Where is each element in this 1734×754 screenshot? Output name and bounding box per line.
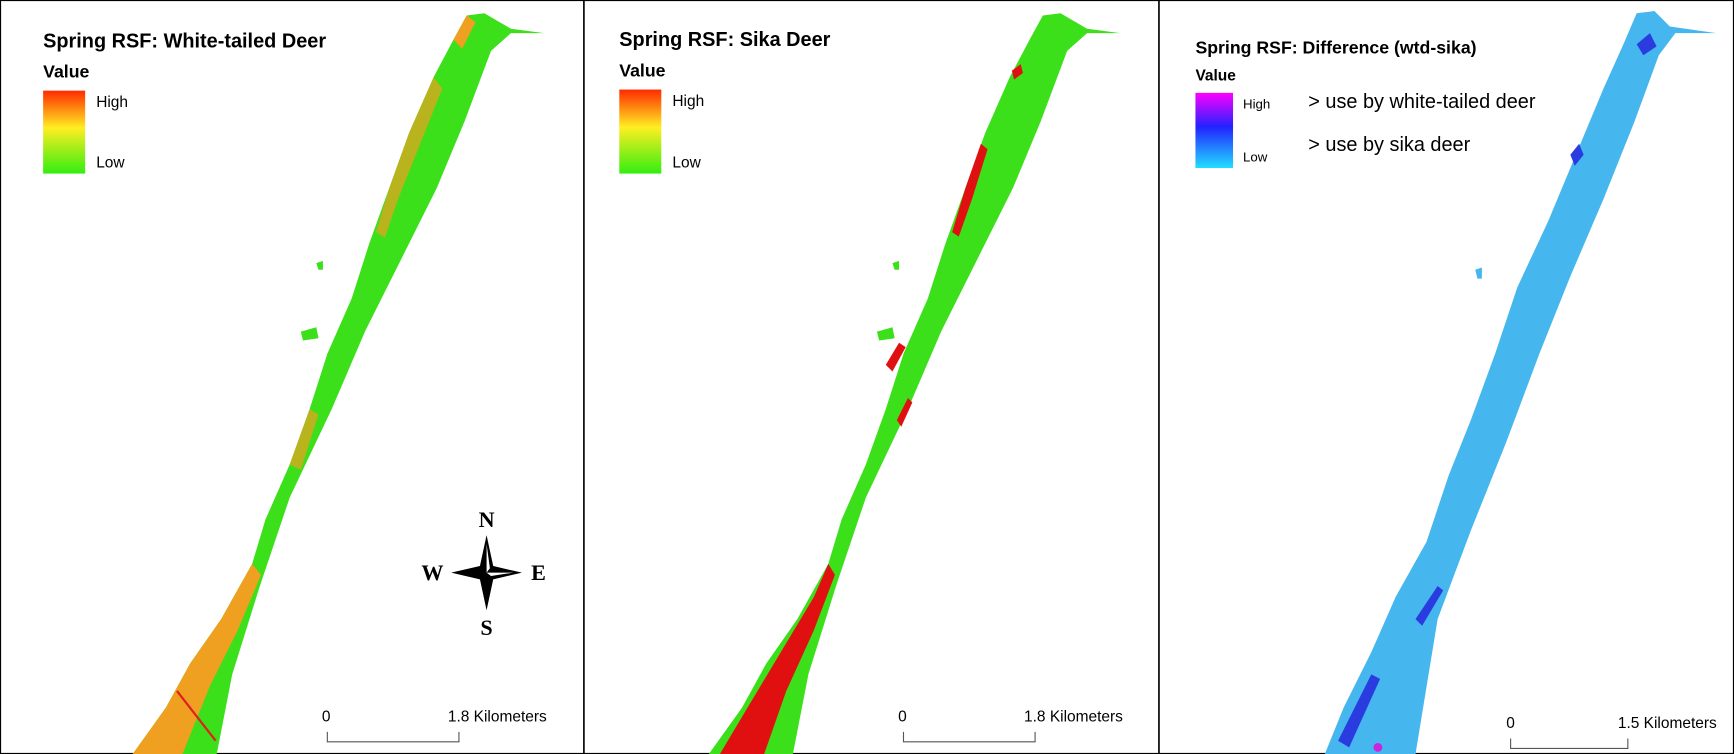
legend-note: > use by white-tailed deer xyxy=(1308,91,1536,113)
legend-title: Value xyxy=(43,62,89,82)
legend-ramp xyxy=(619,90,661,174)
scale-end: 1.8 Kilometers xyxy=(448,709,547,726)
legend-low: Low xyxy=(96,155,125,172)
legend-title: Value xyxy=(619,61,665,81)
panel-title: Spring RSF: Difference (wtd-sika) xyxy=(1195,37,1476,57)
panel-title: Spring RSF: White-tailed Deer xyxy=(43,30,326,52)
scale-start: 0 xyxy=(1506,715,1515,732)
frame xyxy=(1,1,1734,754)
legend-ramp xyxy=(43,91,85,174)
hotspot xyxy=(1373,743,1382,752)
map-figure: Spring RSF: White-tailed Deer Value High… xyxy=(0,0,1734,754)
scale-start: 0 xyxy=(898,709,907,726)
legend-low: Low xyxy=(672,155,701,172)
legend-note: > use by sika deer xyxy=(1308,134,1470,156)
panel-title: Spring RSF: Sika Deer xyxy=(619,29,830,51)
legend-ramp xyxy=(1195,93,1233,168)
compass-e: E xyxy=(531,560,546,585)
compass-s: S xyxy=(480,615,492,640)
legend-high: High xyxy=(672,93,704,110)
compass-n: N xyxy=(479,507,495,532)
compass-w: W xyxy=(421,560,443,585)
legend-title: Value xyxy=(1195,67,1236,84)
scale-end: 1.8 Kilometers xyxy=(1024,709,1123,726)
scale-end: 1.5 Kilometers xyxy=(1618,715,1717,732)
legend-high: High xyxy=(96,94,128,111)
legend-high: High xyxy=(1243,97,1270,112)
scale-start: 0 xyxy=(322,709,331,726)
legend-low: Low xyxy=(1243,150,1268,165)
